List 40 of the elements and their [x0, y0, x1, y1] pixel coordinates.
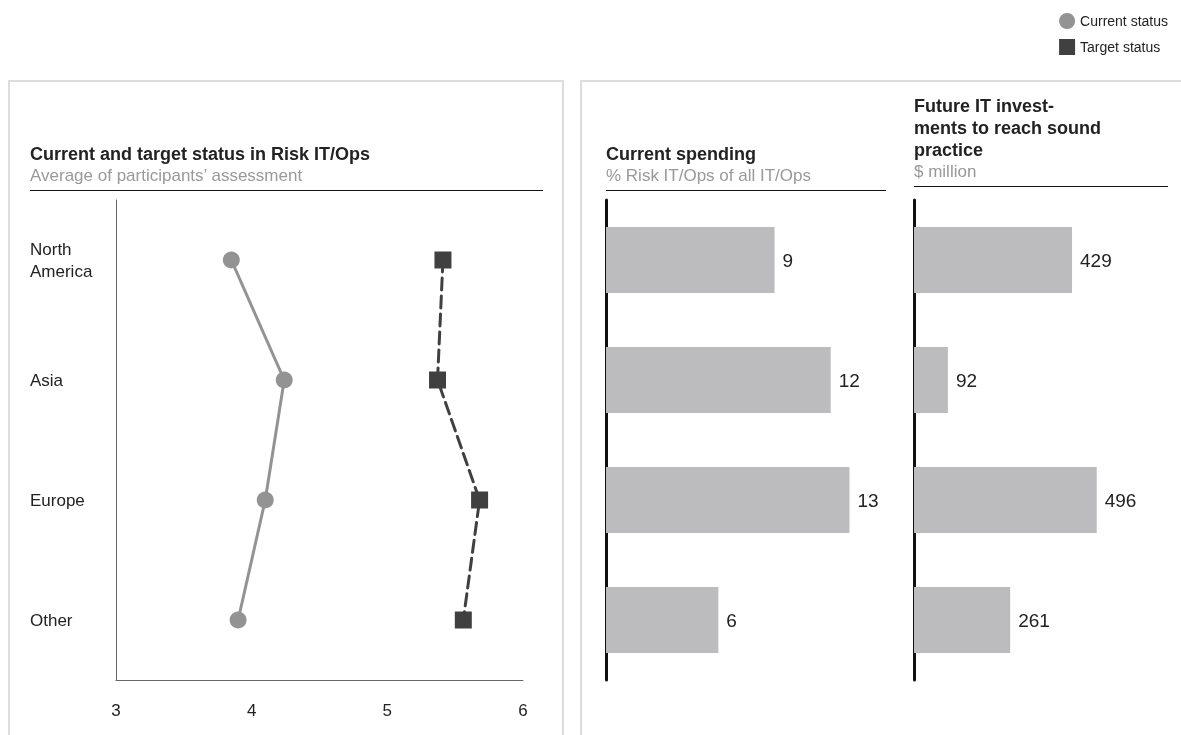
point: [229, 611, 247, 629]
data-label: 92: [955, 369, 978, 391]
chart-subtitle: Average of participants’ assessment: [30, 165, 304, 187]
bar: [606, 467, 850, 533]
data-label: 12: [838, 369, 860, 391]
bar: [606, 587, 719, 653]
data-label: 261: [1018, 609, 1050, 631]
point: [471, 491, 489, 509]
point: [275, 371, 293, 389]
bar: [606, 347, 831, 413]
y-tick-label: Other: [30, 610, 73, 630]
chart-title: Current and target status in Risk IT/Ops: [30, 143, 372, 165]
point: [256, 491, 274, 509]
point: [434, 251, 452, 269]
point: [454, 611, 472, 629]
bar: [914, 347, 948, 413]
data-label: 496: [1104, 489, 1137, 511]
chart-subtitle: % Risk IT/Ops of all IT/Ops: [606, 165, 812, 187]
bar: [914, 227, 1073, 293]
point: [429, 371, 447, 389]
chart-subtitle: $ million: [914, 161, 978, 183]
point: [222, 251, 240, 269]
x-tick-label: 3: [111, 701, 121, 720]
chart-title: Current spending: [606, 143, 757, 165]
y-tick-label: North America: [30, 239, 93, 281]
bar: [914, 587, 1011, 653]
legend-label: Target status: [1080, 39, 1161, 55]
x-tick-label: 4: [246, 701, 257, 720]
chart-title: Future IT invest- ments to reach sound practice: [914, 95, 1103, 161]
data-label: 6: [726, 609, 737, 631]
x-tick-label: 6: [518, 701, 528, 720]
bar: [606, 227, 775, 293]
legend-label: Current status: [1080, 13, 1169, 29]
y-tick-label: Europe: [30, 490, 85, 510]
x-tick-label: 5: [382, 701, 393, 720]
y-tick-label: Asia: [30, 370, 64, 390]
data-label: 13: [857, 489, 879, 511]
data-label: 9: [782, 249, 794, 271]
bar: [914, 467, 1097, 533]
data-label: 429: [1080, 249, 1112, 271]
